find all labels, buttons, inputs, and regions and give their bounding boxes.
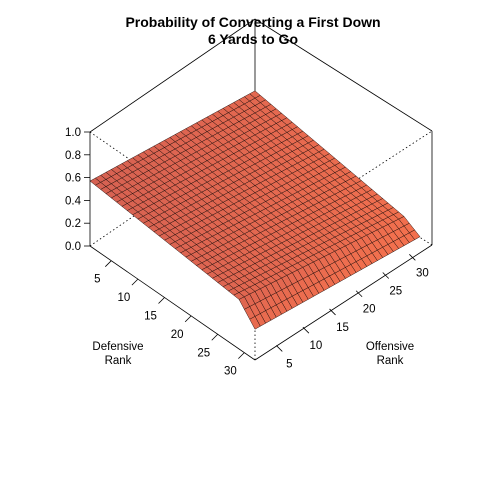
y-tick-label: 20 — [363, 304, 376, 316]
y-tick — [355, 290, 363, 298]
z-tick-label: 1.0 — [65, 127, 81, 139]
y-tick-label: 10 — [310, 340, 323, 352]
x-axis-label-line1: Defensive — [92, 341, 143, 353]
y-tick — [302, 326, 310, 334]
x-tick — [131, 278, 139, 286]
front-bottom-left-edge — [89, 245, 256, 361]
z-tick-label: 0.4 — [65, 195, 82, 207]
surface-facet — [249, 316, 261, 330]
y-tick-label: 5 — [286, 358, 292, 370]
z-tick-label: 0.0 — [65, 241, 81, 253]
surface-mesh — [89, 90, 421, 330]
y-axis-label-line1: Offensive — [366, 341, 414, 353]
y-axis-label-line2: Rank — [377, 355, 404, 367]
y-tick — [329, 308, 336, 316]
y-tick-label: 25 — [389, 286, 402, 298]
x-tick — [238, 352, 245, 359]
offensive-rank-axis: 5 10 15 20 25 30 — [276, 254, 429, 370]
y-tick — [276, 345, 283, 352]
back-top-right-edge — [254, 18, 433, 132]
x-tick-label: 10 — [118, 292, 131, 304]
x-tick-label: 5 — [94, 274, 100, 286]
x-tick — [211, 333, 219, 341]
back-top-left-edge — [89, 18, 256, 133]
y-tick — [409, 254, 416, 261]
y-tick — [382, 272, 390, 279]
x-tick-label: 30 — [224, 366, 237, 378]
x-axis-label-line2: Rank — [105, 355, 132, 367]
x-tick — [105, 260, 112, 267]
y-tick-label: 30 — [416, 267, 429, 279]
back-bottom-left-edge — [89, 132, 256, 247]
x-tick-label: 20 — [171, 329, 184, 341]
chart-subtitle: 6 Yards to Go — [208, 31, 298, 47]
y-tick-label: 15 — [336, 322, 349, 334]
x-tick — [184, 315, 192, 323]
z-axis: 0.0 0.2 0.4 0.6 0.8 1.0 — [65, 127, 90, 253]
x-tick-label: 15 — [144, 310, 157, 322]
z-tick-label: 0.2 — [65, 218, 81, 230]
z-tick-label: 0.6 — [65, 173, 81, 185]
z-tick-label: 0.8 — [65, 150, 81, 162]
x-tick — [158, 297, 165, 304]
chart-title: Probability of Converting a First Down — [125, 14, 380, 30]
defensive-rank-axis: 5 10 15 20 25 30 — [94, 260, 245, 378]
x-tick-label: 25 — [197, 347, 210, 359]
front-frame — [89, 131, 433, 361]
front-bottom-right-edge — [254, 244, 433, 361]
